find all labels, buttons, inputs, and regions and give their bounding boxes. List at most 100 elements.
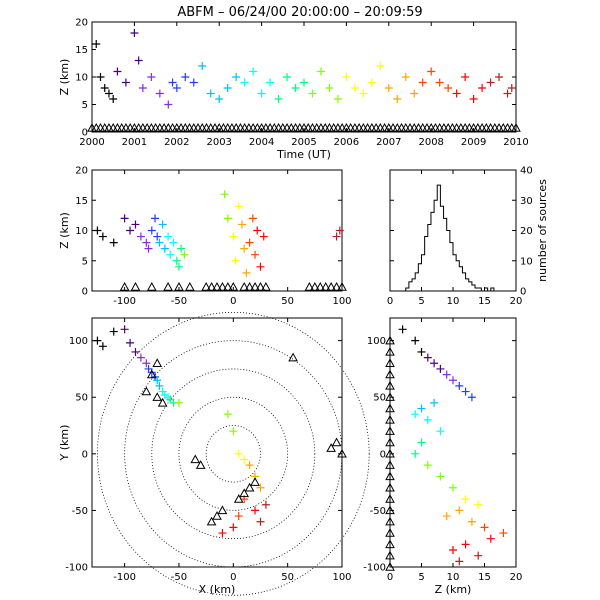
- plan-view-station: [157, 397, 168, 407]
- plan-view-station: [244, 482, 255, 492]
- height-vs-x-point: [151, 214, 160, 223]
- height-vs-y-point: [461, 387, 470, 396]
- height_vs_y-xtick-label: 5: [418, 572, 424, 583]
- height-vs-y-station-marker: [385, 448, 395, 458]
- plan_view-ytick-label: 100: [69, 336, 88, 347]
- height_histogram-xtick-label: 0: [387, 296, 393, 307]
- height-vs-x-station-marker: [304, 281, 315, 291]
- height-vs-time-point: [155, 89, 164, 98]
- height-vs-y-point: [449, 483, 457, 492]
- height-vs-x-point: [253, 226, 262, 235]
- plan-view-point: [131, 347, 140, 356]
- height-vs-y-point: [455, 506, 464, 515]
- plan_view-ylabel: Y (km): [58, 425, 71, 462]
- height-vs-x-point: [155, 238, 164, 247]
- height-vs-y-station-marker: [385, 505, 395, 515]
- plan-view-point: [120, 325, 129, 334]
- plan-view-point: [251, 472, 260, 481]
- plan-view-point: [109, 327, 118, 336]
- height-vs-time-point: [384, 84, 393, 92]
- height-vs-y-station-marker: [385, 392, 395, 401]
- height-vs-time-point: [181, 73, 190, 81]
- height-vs-y-station-marker: [385, 471, 395, 481]
- height_histogram-ylabel: number of sources: [536, 179, 549, 282]
- height-vs-time-point: [316, 67, 325, 76]
- plan_view-ytick-label: 0: [82, 449, 88, 460]
- height-vs-y-point: [442, 370, 451, 379]
- plan-view-station: [190, 454, 201, 464]
- height-vs-y-point: [480, 523, 489, 532]
- height_vs_x-ytick-label: 15: [75, 196, 88, 207]
- height-vs-y-station-marker: [385, 403, 395, 413]
- height-vs-x-point: [169, 238, 178, 247]
- height-vs-y-station-marker: [385, 346, 395, 356]
- height-vs-x-point: [229, 232, 238, 241]
- plan_view-xtick-label: -100: [113, 572, 136, 583]
- height_vs_y-xtick-label: 10: [447, 572, 460, 583]
- plan-view-station: [212, 511, 222, 520]
- height-vs-time-point: [461, 73, 470, 81]
- height-vs-y-point: [411, 449, 420, 458]
- height-vs-x-point: [223, 214, 232, 223]
- plan-view-station: [331, 437, 342, 447]
- height-vs-x-station-marker: [326, 281, 336, 291]
- height_vs_y-panel: 0 5 10 15 20 -100 -50 0 50 100 Z (km): [363, 317, 522, 596]
- height_vs_time-xtick-label: 2010: [503, 137, 528, 148]
- height-vs-x-station-marker: [331, 281, 342, 291]
- height-vs-time-point: [172, 84, 181, 92]
- height-vs-y-point: [455, 381, 464, 390]
- height-vs-time-point: [486, 78, 495, 87]
- range-ring: [205, 425, 261, 483]
- height_vs_time-xtick-label: 2001: [122, 137, 147, 148]
- height-vs-x-point: [251, 250, 260, 259]
- height-vs-time-point: [189, 78, 198, 87]
- height_vs_y-ytick-label: -50: [370, 506, 386, 517]
- height-vs-x-point: [144, 244, 153, 253]
- plan-view-point: [98, 342, 107, 351]
- height-vs-x-point: [220, 190, 229, 199]
- height_histogram-ytick-label: 10: [520, 256, 533, 267]
- height-vs-x-point: [147, 226, 156, 235]
- height-vs-y-point: [423, 415, 432, 424]
- height-vs-x-station-marker: [250, 281, 260, 291]
- height_vs_y-xtick-label: 15: [478, 572, 491, 583]
- height-vs-x-station-marker: [163, 281, 173, 291]
- height_histogram-xtick-label: 5: [418, 296, 424, 307]
- plan-view-station: [288, 352, 298, 362]
- height-vs-time-point: [444, 84, 453, 92]
- height-vs-x-station-marker: [261, 281, 271, 291]
- height-vs-x-station-marker: [239, 281, 250, 291]
- height-vs-y-station-marker: [385, 426, 395, 435]
- plan-view-station: [146, 369, 157, 379]
- height_vs_time-xtick-label: 2005: [291, 137, 316, 148]
- height_vs_time-ytick-label: 20: [75, 18, 88, 29]
- height-vs-time-point: [359, 89, 368, 98]
- plan-view-point: [155, 381, 164, 390]
- height-vs-x-station-marker: [217, 281, 228, 291]
- height-vs-x-station-marker: [130, 281, 141, 291]
- height-vs-x-station-marker: [320, 281, 331, 291]
- height-vs-y-station-marker: [385, 528, 395, 537]
- height-vs-y-point: [449, 546, 457, 555]
- height-vs-time-point: [507, 84, 516, 92]
- height-vs-x-station-marker: [337, 281, 347, 291]
- plan-view-point: [223, 410, 232, 419]
- height-vs-y-point: [461, 495, 470, 504]
- height-vs-time-point: [367, 78, 376, 87]
- height_histogram-ytick-label: 40: [520, 166, 533, 177]
- height-vs-y-station-marker: [385, 358, 395, 367]
- height-vs-time-point: [198, 62, 207, 70]
- histogram-outline: [402, 184, 498, 292]
- height-vs-x-point: [164, 232, 173, 241]
- height-vs-x-point: [177, 244, 186, 253]
- height-vs-time-point: [104, 89, 113, 98]
- height-vs-time-point: [100, 84, 109, 92]
- height_vs_time-xtick-label: 2006: [334, 137, 359, 148]
- figure-title: ABFM – 06/24/00 20:00:00 – 20:09:59: [177, 5, 422, 20]
- height-vs-y-point: [467, 393, 476, 402]
- plan-view-station: [152, 392, 163, 401]
- height-vs-time-point: [427, 67, 436, 76]
